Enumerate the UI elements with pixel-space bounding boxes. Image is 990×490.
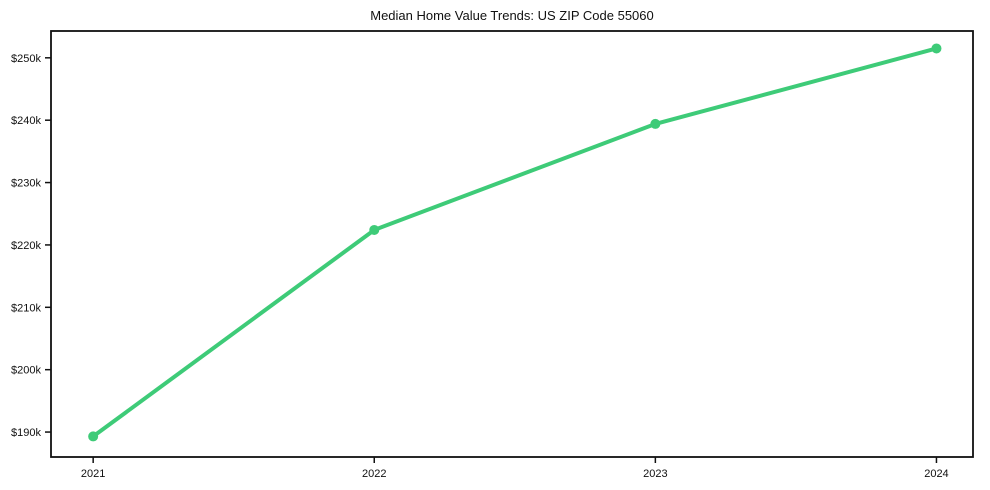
x-axis-tick-label: 2022 [362, 468, 386, 480]
x-axis-tick-label: 2023 [643, 468, 667, 480]
x-axis-tick-label: 2021 [81, 468, 105, 480]
y-axis-tick-label: $250k [11, 53, 41, 65]
data-point-marker [650, 118, 661, 129]
plot-border [50, 30, 974, 458]
x-axis-tick-label: 2024 [924, 468, 948, 480]
y-axis-tick-label: $200k [11, 365, 41, 377]
y-axis-tick-label: $210k [11, 302, 41, 314]
y-axis-tick-label: $240k [11, 115, 41, 127]
data-point-marker [369, 224, 380, 235]
y-axis-tick-label: $220k [11, 240, 41, 252]
chart-title: Median Home Value Trends: US ZIP Code 55… [370, 8, 654, 23]
data-point-marker [88, 431, 99, 442]
y-axis-tick-label: $230k [11, 178, 41, 190]
y-axis-tick-label: $190k [11, 427, 41, 439]
trend-line [91, 46, 939, 439]
data-point-marker [931, 43, 942, 54]
